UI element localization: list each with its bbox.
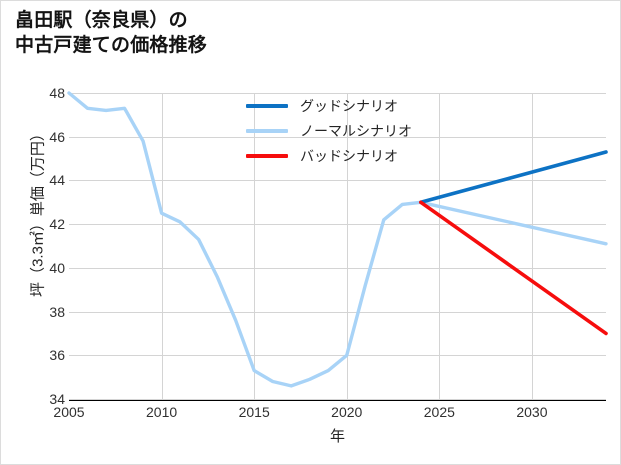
x-axis-title: 年	[329, 428, 345, 445]
legend-label: ノーマルシナリオ	[300, 122, 412, 139]
series-line-normal	[419, 200, 608, 246]
legend-item-bad[interactable]: バッドシナリオ	[246, 143, 456, 168]
gridline-horizontal	[69, 136, 606, 138]
gridline-horizontal	[69, 93, 606, 94]
x-axis-tick-label: 2025	[423, 404, 455, 420]
gridline-horizontal	[69, 311, 606, 313]
gridline-vertical	[254, 93, 256, 399]
y-axis-tick-label: 40	[49, 259, 65, 276]
x-axis-tick-label: 2010	[146, 404, 178, 420]
y-axis-tick-label: 34	[49, 391, 65, 407]
chart-legend: グッドシナリオ ノーマルシナリオ バッドシナリオ	[246, 93, 456, 168]
page-title: 畠田駅（奈良県）の 中古戸建ての価格推移	[15, 10, 208, 56]
legend-label: グッドシナリオ	[300, 97, 398, 114]
legend-item-good[interactable]: グッドシナリオ	[246, 93, 456, 118]
legend-swatch-bad	[246, 153, 288, 158]
legend-item-normal[interactable]: ノーマルシナリオ	[246, 118, 456, 143]
gridline-vertical	[161, 93, 163, 399]
series-lines	[67, 91, 608, 388]
x-axis-tick-label: 2015	[238, 404, 270, 420]
y-axis-tick-label: 44	[49, 172, 65, 189]
plot-area	[67, 91, 608, 400]
legend-swatch-good	[246, 103, 288, 108]
legend-label: バッドシナリオ	[300, 147, 398, 164]
gridline-horizontal	[69, 224, 606, 226]
gridline-vertical	[346, 93, 348, 399]
gridline-horizontal	[69, 180, 606, 182]
gridline-vertical	[439, 93, 441, 399]
y-axis-tick-label: 38	[49, 303, 65, 320]
y-axis-ticks: 34 36 38 40 42 44 46 48	[19, 85, 65, 407]
x-axis-tick-label: 2030	[516, 404, 548, 420]
y-axis-tick-label: 42	[49, 216, 65, 233]
gridline-vertical	[531, 93, 533, 399]
gridline-horizontal	[69, 355, 606, 357]
gridline-horizontal	[69, 267, 606, 269]
series-line-good	[419, 150, 608, 205]
y-axis-title: 坪（3.3㎡）単価（万円）	[29, 126, 47, 297]
gridline-horizontal	[69, 399, 606, 400]
series-line-bad	[419, 200, 608, 336]
x-axis-ticks: 2005 2010 2015 2020 2025 2030	[53, 404, 606, 424]
series-line-history	[67, 91, 423, 388]
y-axis-tick-label: 48	[49, 85, 65, 101]
y-axis-tick-label: 36	[49, 347, 65, 364]
legend-swatch-normal	[246, 128, 288, 133]
y-axis-tick-label: 46	[49, 128, 65, 145]
x-axis-tick-label: 2020	[331, 404, 363, 420]
x-axis-tick-label: 2005	[53, 404, 85, 420]
plot-background	[69, 93, 606, 399]
